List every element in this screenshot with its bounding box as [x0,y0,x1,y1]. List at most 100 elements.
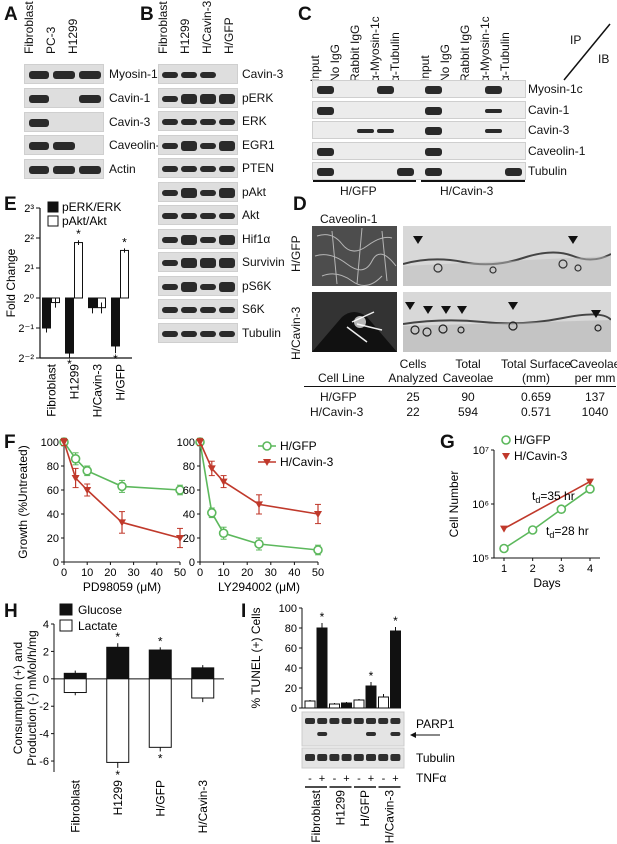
i-blot-band [305,754,315,761]
lane-label-pc3: PC-3 [44,26,58,54]
blot-label-egr1: EGR1 [242,137,275,152]
f-ytick-label: 80 [183,461,195,473]
th-analyzed: Analyzed [388,371,438,385]
i-treatment-label: TNFα [416,771,446,785]
lane-label-c-0: Input [308,55,322,82]
i-bar [304,700,316,709]
lane-label-c-1: No IgG [328,43,342,82]
g-point [556,504,567,515]
f-ylabel: Growth (%Untreated) [16,445,30,558]
lane-label-b-fibroblast: Fibroblast [156,1,170,54]
blot-band [181,281,197,292]
h-legend-swatch [59,619,73,632]
i-group-label: H/Cavin-3 [383,790,397,844]
h-ytick-label: 0 [43,674,49,686]
f-xlabel: PD98059 (μM) [83,580,161,594]
e-xtick-label: H/Cavin-3 [91,364,105,418]
blot-band [200,119,216,125]
blot-band [425,127,442,135]
g-annotation: td=28 hr [546,524,589,540]
i-sig: * [393,614,398,628]
blot-band [219,166,235,172]
blot-actin [24,159,104,179]
i-sign-label: + [319,773,325,785]
h-sig: * [158,634,163,648]
f-ytick-label: 0 [53,557,59,569]
blot-band [162,72,178,78]
lane-label-b-h1299: H1299 [178,18,192,54]
blot-label-ps6k: pS6K [242,278,272,293]
g-series-line [503,488,591,550]
blot-band [162,307,178,313]
blot-band [181,93,197,104]
blot-c-cavin-1 [312,100,526,119]
i-blot-band [378,718,389,724]
h-legend-swatch [59,603,73,616]
i-ytick-label: 60 [285,643,297,655]
i-sign-label: - [333,773,337,785]
f-ytick-label: 100 [177,437,195,449]
blot-label-survivin: Survivin [242,255,285,269]
i-blot-band [366,754,376,761]
blot-band [200,72,216,78]
g-legend-label: H/Cavin-3 [514,449,568,463]
i-blot-band [317,754,328,761]
cell: 0.659 [520,390,552,404]
e-ytick-label: 2⁻¹ [18,323,34,335]
panel-label-h: H [4,601,18,622]
em-hcavin3 [403,292,611,352]
e-sig: * [67,357,72,371]
f-ytick-label: 100 [41,437,59,449]
blot-caveolin1 [24,135,104,155]
blot-band [200,258,216,268]
e-xtick-label: Fibroblast [45,363,59,416]
blot-band [505,168,522,176]
blot-c-tubulin [312,162,526,180]
blot-band [181,330,197,337]
f-ytick-label: 0 [189,557,195,569]
th-mm: (mm) [522,371,550,385]
i-bar [316,627,328,709]
arrow-icon [410,732,416,738]
th-total: Total [455,357,481,371]
blot-band [219,187,235,198]
cell: 25 [406,390,420,404]
f-legend-marker [262,441,272,451]
i-group-label: Fibroblast [309,789,323,842]
h-ytick-label: -4 [39,729,49,741]
h-ytick-label: -2 [39,701,49,713]
i-blot-band [390,732,401,736]
h-bar [148,678,172,748]
ib-label: IB [598,52,610,66]
g-xtick-label: 3 [558,563,564,575]
h-bar [148,649,172,680]
th-caveolae: Caveolae [569,357,617,371]
group-label-hgfp: H/GFP [340,184,377,198]
blot-band [317,168,334,176]
i-blot-label-tubulin: Tubulin [416,751,455,765]
f-point [175,485,185,495]
blot-band [200,213,216,219]
panel-label-a: A [4,4,18,25]
g-ytick-label: 10⁶ [472,499,489,511]
g-legend-marker [501,435,511,445]
i-bar [353,699,365,709]
panel-label-b: B [140,4,154,25]
chart-h: -6 -4 -2 0 2 4 Consumption (+) andProduction (… [11,603,224,833]
cell: H/Cavin-3 [310,405,364,419]
f-point [71,475,80,482]
i-blot-label-parp1: PARP1 [416,717,455,731]
panel-label-d: D [293,194,307,215]
i-bar [365,685,377,709]
blot-myosin1c [24,64,104,84]
blot-band [162,189,178,196]
f-point [219,478,228,486]
blot-band [219,213,235,219]
th-surface: Total Surface [500,357,572,371]
f-point [176,535,184,542]
f-xlabel: LY294002 (μM) [218,580,300,594]
i-bar [329,703,340,709]
micrograph-hcavin3 [312,292,397,352]
